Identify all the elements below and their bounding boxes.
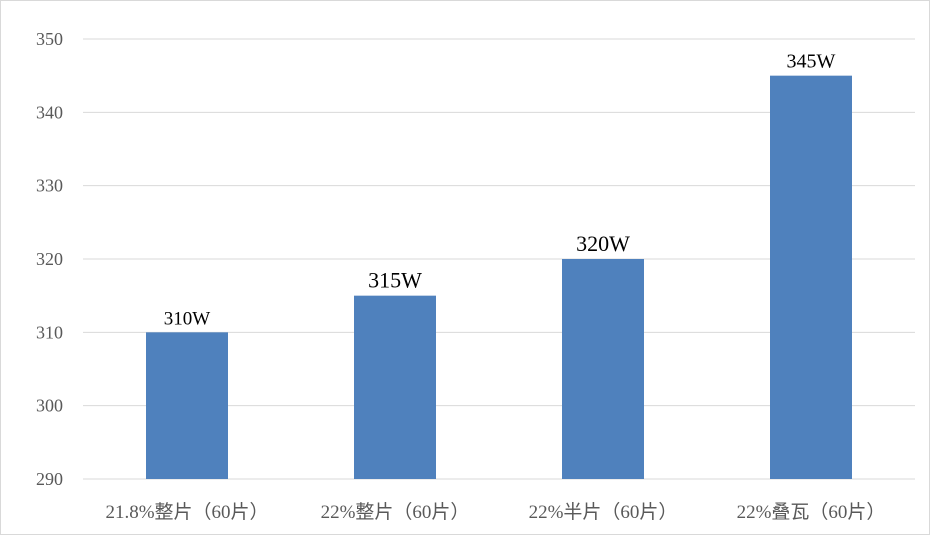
bars (146, 75, 852, 480)
y-tick-label: 310 (36, 322, 63, 342)
bar-1 (146, 332, 228, 479)
data-label-3: 320W (576, 231, 630, 256)
bar-2 (354, 295, 436, 479)
x-category-label-1: 21.8%整片（60片） (105, 501, 268, 523)
bar-4 (770, 75, 852, 480)
y-tick-label: 350 (36, 29, 63, 49)
x-category-label-4: 22%叠瓦（60片） (737, 501, 886, 523)
data-label-4: 345W (787, 51, 836, 73)
y-tick-label: 320 (36, 249, 63, 269)
bar-3 (562, 259, 644, 479)
x-axis-categories: 21.8%整片（60片） 22%整片（60片） 22%半片（60片） 22%叠瓦（60… (105, 501, 885, 523)
y-tick-label: 330 (36, 176, 63, 196)
y-tick-label: 300 (36, 396, 63, 416)
y-tick-label: 340 (36, 102, 63, 122)
data-label-2: 315W (368, 268, 422, 293)
data-labels: 310W 315W 320W 345W (164, 51, 836, 330)
data-label-1: 310W (164, 308, 211, 329)
x-category-label-2: 22%整片（60片） (321, 501, 470, 523)
y-axis-ticks: 290 300 310 320 330 340 350 (36, 29, 63, 489)
y-tick-label: 290 (36, 469, 63, 489)
x-category-label-3: 22%半片（60片） (529, 501, 678, 523)
